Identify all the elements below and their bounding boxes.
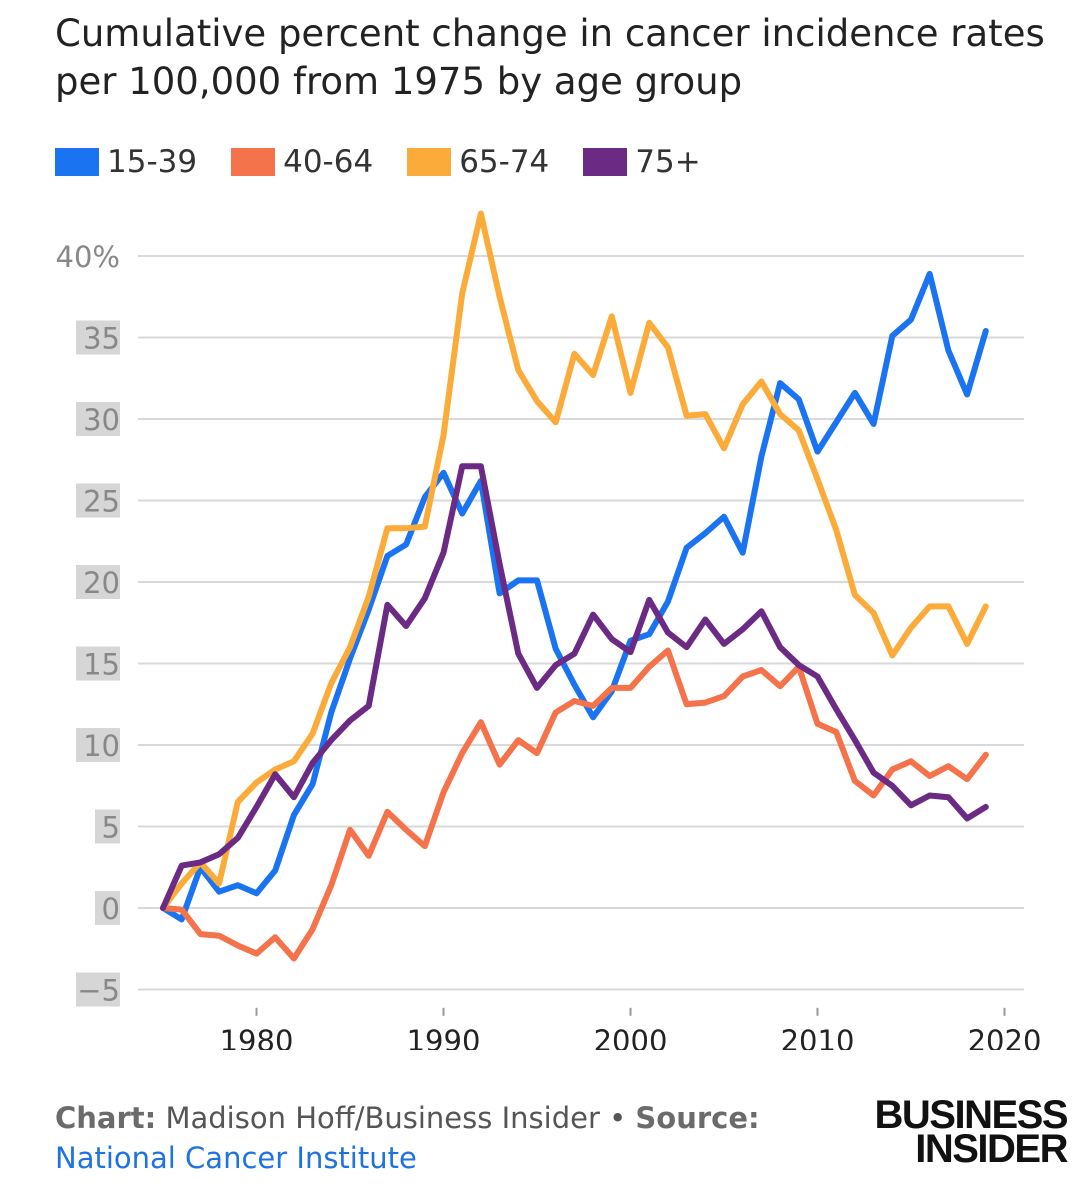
y-tick-label-5: 20 [83,566,120,600]
legend-swatch-40-64 [231,148,276,176]
y-tick-label-3: 10 [83,729,120,763]
series-line-75-plus [160,463,989,911]
y-tick-label-0: −5 [77,974,120,1008]
legend-item-65-74: 65-74 [407,144,549,180]
legend-item-75-plus: 75+ [583,144,701,180]
y-tick-bg-2 [95,809,120,844]
series-line-65-74 [160,210,989,911]
y-tick-label-6: 25 [83,485,120,519]
footer-separator: • [609,1101,627,1135]
y-tick-bg-7 [76,402,120,436]
logo-line-2: INSIDER [915,1127,1068,1171]
legend-swatch-65-74 [407,148,452,176]
source-link[interactable]: National Cancer Institute [55,1141,417,1175]
y-tick-label-2: 5 [102,811,120,845]
y-tick-label-1: 0 [102,892,120,926]
chart-credit-author: Madison Hoff/Business Insider [165,1101,600,1135]
legend-label-40-64: 40-64 [283,144,374,180]
series-line-40-64 [160,647,989,962]
x-tick-label-2000: 2000 [594,1024,668,1050]
line-chart: −5 0 5 10 15 20 25 30 35 40% 1980 1990 2000 2010 2020 [56,210,1042,1050]
y-tick-bg-5 [76,565,120,599]
legend-label-15-39: 15-39 [107,144,198,180]
legend-item-15-39: 15-39 [55,144,197,180]
legend-label-75-plus: 75+ [635,144,701,180]
chart-credit-label: Chart: [55,1101,157,1135]
y-tick-bg-1 [95,891,120,925]
y-tick-bg-6 [76,483,120,518]
y-tick-bg-8 [76,320,120,355]
legend: 15-39 40-64 65-74 75+ [55,142,735,182]
logo-line-1: BUSINESS [874,1093,1069,1137]
legend-item-40-64: 40-64 [231,144,373,180]
y-tick-label-4: 15 [83,648,120,682]
series-line-15-39 [160,270,989,923]
x-tick-label-1980: 1980 [220,1024,294,1050]
legend-swatch-15-39 [55,148,99,176]
x-tick-label-2020: 2020 [968,1024,1042,1050]
x-tick-label-2010: 2010 [781,1024,855,1050]
legend-label-65-74: 65-74 [459,144,550,180]
y-tick-label-9: 40% [56,240,120,274]
y-tick-bg-4 [76,646,120,681]
business-insider-logo: BUSINESS INSIDER [862,1093,1069,1171]
y-tick-bg-3 [76,728,120,762]
y-tick-label-8: 35 [83,322,120,356]
y-tick-label-7: 30 [83,403,120,437]
x-tick-label-1990: 1990 [407,1024,481,1050]
chart-title: Cumulative percent change in cancer inci… [55,12,1045,103]
source-label: Source: [635,1101,760,1135]
chart-footer: Chart: Madison Hoff/Business Insider • S… [55,1098,865,1178]
legend-swatch-75-plus [583,148,628,176]
y-tick-bg-0 [76,972,120,1007]
